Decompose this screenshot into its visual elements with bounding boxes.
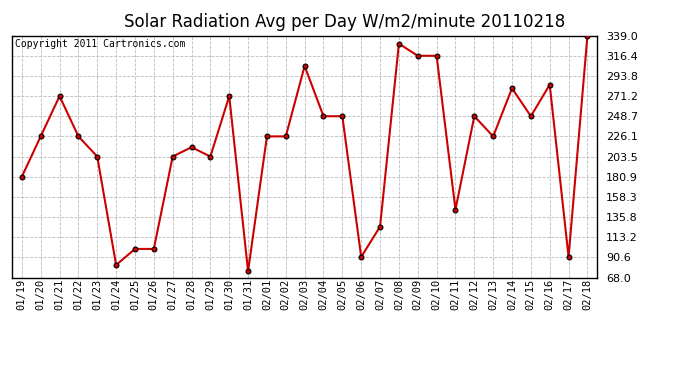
Text: Copyright 2011 Cartronics.com: Copyright 2011 Cartronics.com (15, 39, 186, 49)
Text: Solar Radiation Avg per Day W/m2/minute 20110218: Solar Radiation Avg per Day W/m2/minute … (124, 13, 566, 31)
